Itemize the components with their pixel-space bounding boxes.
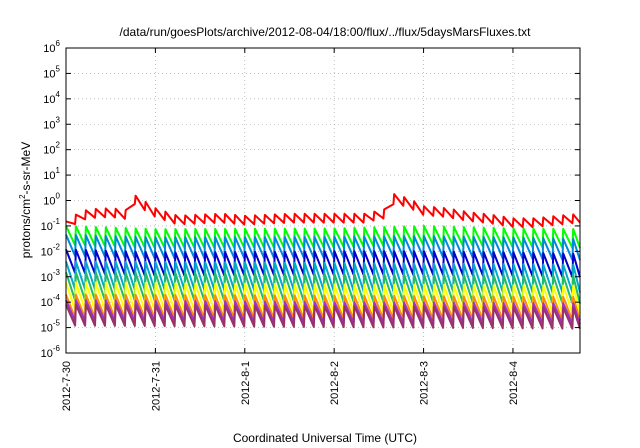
y-tick-label: 102 [43,141,60,157]
y-tick-label: 100 [43,192,60,208]
series-line-9 [65,303,581,330]
chart-title: /data/run/goesPlots/archive/2012-08-04/1… [120,25,532,39]
y-tick-exponent: -2 [53,242,61,251]
y-tick-exponent: 5 [56,64,61,73]
y-tick-label: 103 [43,115,60,131]
x-tick-label: 2012-8-2 [329,361,341,405]
y-tick-exponent: 0 [56,192,61,201]
y-tick-base: 10 [43,43,55,55]
y-tick-exponent: 6 [56,39,61,48]
y-tick-label: 105 [43,64,60,80]
y-tick-base: 10 [43,170,55,182]
y-tick-base: 10 [43,68,55,80]
y-tick-base: 10 [41,348,53,360]
y-tick-label: 10-4 [41,293,61,309]
series-group [65,193,581,330]
y-tick-label: 104 [43,90,60,106]
y-axis-label: protons/cm2-s-sr-MeV [18,142,33,258]
x-tick-label: 2012-7-30 [61,361,73,411]
y-tick-base: 10 [41,221,53,233]
y-tick-base: 10 [41,323,53,335]
y-tick-base: 10 [43,196,55,208]
y-tick-exponent: -5 [53,319,61,328]
y-tick-label: 10-5 [41,319,61,335]
y-tick-exponent: -3 [53,268,61,277]
x-tick-label: 2012-8-4 [508,361,520,405]
y-tick-label: 101 [43,166,60,182]
y-tick-base: 10 [43,145,55,157]
series-line-0 [65,193,581,229]
y-axis-label-rest: -s-sr-MeV [19,142,33,195]
y-tick-base: 10 [43,119,55,131]
y-tick-exponent: 4 [56,90,61,99]
y-axis-label-unit: protons/cm [19,199,33,258]
y-tick-exponent: -6 [53,344,61,353]
y-axis-label-exponent: 2 [18,194,27,199]
y-tick-exponent: 1 [56,166,61,175]
y-tick-exponent: 3 [56,115,61,124]
y-tick-label: 106 [43,39,60,55]
x-axis: 2012-7-30 2012-7-31 2012-8-1 2012-8-2 2012-8… [61,48,520,411]
y-tick-label: 10-1 [41,217,61,233]
y-tick-exponent: 2 [56,141,61,150]
y-tick-base: 10 [41,272,53,284]
y-tick-exponent: -4 [53,293,61,302]
x-tick-label: 2012-7-31 [150,361,162,411]
y-tick-exponent: -1 [53,217,61,226]
x-tick-label: 2012-8-3 [419,361,431,405]
y-tick-base: 10 [43,94,55,106]
y-tick-base: 10 [41,297,53,309]
y-tick-base: 10 [41,246,53,258]
x-tick-label: 2012-8-1 [240,361,252,405]
y-tick-label: 10-2 [41,242,61,258]
x-axis-label: Coordinated Universal Time (UTC) [233,431,417,445]
y-axis: 10-610-510-410-310-210-11001011021031041… [41,39,580,360]
y-tick-label: 10-6 [41,344,61,360]
y-tick-label: 10-3 [41,268,61,284]
